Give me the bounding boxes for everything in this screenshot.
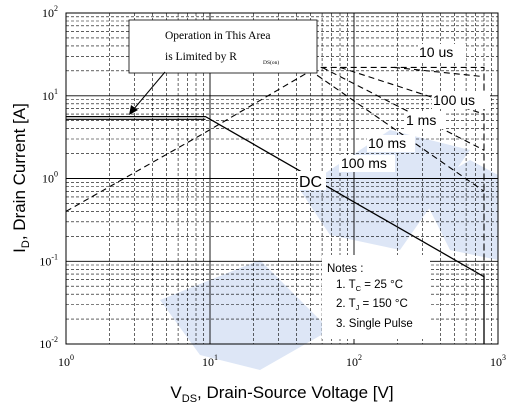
label-10ms: 10 ms bbox=[368, 135, 406, 151]
watermark-shape bbox=[300, 130, 470, 250]
series-line-100us bbox=[394, 66, 485, 78]
annotation-line1: Operation in This Area bbox=[165, 30, 271, 42]
label-bg-1ms bbox=[405, 112, 445, 129]
label-10us: 10 us bbox=[419, 44, 453, 60]
x-axis-label: VDS, Drain-Source Voltage [V] bbox=[170, 383, 393, 405]
note-2: 2. TJ = 150 °C bbox=[336, 298, 408, 312]
note-1: 1. TC = 25 °C bbox=[336, 279, 403, 293]
series-line-1ms bbox=[339, 66, 485, 115]
annotation-line2: is Limited by R bbox=[165, 51, 237, 63]
label-100us: 100 us bbox=[433, 92, 475, 108]
label-1ms: 1 ms bbox=[406, 112, 436, 128]
notes-box bbox=[322, 255, 430, 339]
label-bg-10us bbox=[418, 44, 466, 61]
y-tick-label: 102 bbox=[42, 4, 58, 20]
watermark bbox=[160, 130, 498, 370]
label-bg-100ms bbox=[339, 155, 395, 172]
series-line-100ms bbox=[65, 70, 485, 212]
label-dc: DC bbox=[299, 174, 322, 191]
y-tick-label: 100 bbox=[42, 170, 58, 186]
plot-frame bbox=[65, 12, 499, 345]
y-axis-label: ID, Drain Current [A] bbox=[10, 103, 32, 253]
y-tick-label: 10-1 bbox=[39, 252, 58, 268]
y-tick-label: 10-2 bbox=[39, 335, 58, 351]
label-bg-100us bbox=[432, 92, 490, 109]
note-3: 3. Single Pulse bbox=[336, 318, 413, 330]
series-line-dc bbox=[66, 115, 485, 344]
annotation-arrow bbox=[132, 71, 166, 111]
annotation-box bbox=[128, 19, 318, 74]
series-group bbox=[65, 66, 485, 344]
watermark-shape bbox=[420, 160, 498, 260]
x-tick-labels: 100 101 102 103 bbox=[58, 353, 506, 369]
x-tick-label: 101 bbox=[202, 353, 218, 369]
label-100ms: 100 ms bbox=[341, 155, 387, 171]
series-line-10us bbox=[310, 66, 485, 280]
watermark-shape bbox=[160, 260, 330, 370]
y-tick-label: 101 bbox=[42, 87, 58, 103]
x-tick-label: 100 bbox=[58, 353, 74, 369]
series-line-10ms bbox=[321, 66, 485, 151]
annotation-arrowhead bbox=[129, 105, 138, 115]
notes-title: Notes : bbox=[327, 263, 363, 275]
y-tick-labels: 10-2 10-1 100 101 102 bbox=[39, 4, 58, 351]
annotation-sub: DS(on) bbox=[263, 59, 279, 66]
label-bg-10ms bbox=[367, 135, 415, 152]
x-tick-label: 103 bbox=[490, 353, 506, 369]
label-bg-dc bbox=[298, 171, 326, 190]
x-tick-label: 102 bbox=[346, 353, 362, 369]
